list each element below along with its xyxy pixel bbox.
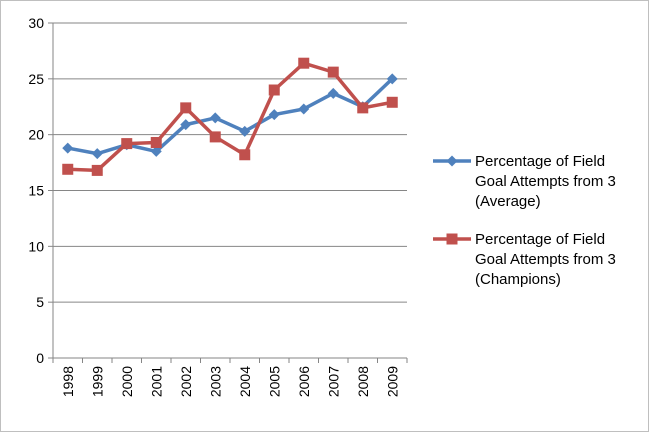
legend-label-line: Percentage of Field (475, 231, 605, 248)
x-tick-label: 2004 (237, 366, 253, 397)
x-tick-label: 2003 (207, 366, 223, 397)
axes (48, 22, 408, 363)
series-lines (62, 57, 398, 176)
x-tick-label: 1999 (89, 366, 105, 397)
data-point (268, 84, 280, 96)
x-tick-label: 2002 (178, 366, 194, 397)
y-axis-tick-labels: 0 5 10 15 20 25 30 (28, 15, 44, 366)
data-point (357, 102, 369, 114)
legend-entry-1: Percentage of Field Goal Attempts from 3 (… (433, 153, 616, 210)
data-point (386, 73, 398, 85)
x-tick-label: 2005 (266, 366, 282, 397)
y-tick-label: 10 (28, 238, 44, 254)
data-point (268, 109, 280, 121)
legend-entry-2: Percentage of Field Goal Attempts from 3 (… (433, 231, 616, 288)
legend-label-line: Goal Attempts from 3 (475, 173, 616, 190)
data-point (62, 142, 74, 154)
x-tick-label: 2006 (296, 366, 312, 397)
legend-swatch-marker (446, 155, 458, 167)
data-point (386, 96, 398, 108)
data-point (150, 145, 162, 157)
y-tick-label: 0 (36, 350, 44, 366)
data-point (298, 57, 310, 69)
x-tick-label: 2000 (119, 366, 135, 397)
x-tick-label: 2001 (148, 366, 164, 397)
legend-label-line: Percentage of Field (475, 153, 605, 170)
y-tick-label: 20 (28, 127, 44, 143)
data-point (209, 112, 221, 124)
x-axis-tick-labels: 1998 1999 2000 2001 2002 2003 2004 2005 2006 2007… (60, 366, 401, 397)
data-point (180, 119, 192, 131)
data-point (91, 148, 103, 160)
legend-swatch-marker (446, 233, 458, 245)
legend-label-line: (Champions) (475, 271, 561, 288)
series-2 (62, 57, 398, 176)
x-tick-label: 2009 (384, 366, 400, 397)
series-line (66, 77, 394, 156)
legend-label-line: Goal Attempts from 3 (475, 251, 616, 268)
data-point (239, 149, 251, 161)
data-point (150, 136, 162, 148)
x-tick-label: 1998 (60, 366, 76, 397)
data-point (121, 138, 133, 150)
data-point (327, 87, 339, 99)
y-tick-label: 15 (28, 183, 44, 199)
legend: Percentage of Field Goal Attempts from 3 (… (433, 153, 616, 288)
data-point (209, 131, 221, 143)
legend-label-line: (Average) (475, 193, 541, 210)
data-point (91, 164, 103, 176)
y-tick-label: 5 (36, 294, 44, 310)
y-tick-label: 25 (28, 71, 44, 87)
gridlines (53, 22, 407, 303)
x-tick-label: 2008 (355, 366, 371, 397)
data-point (239, 125, 251, 137)
x-tick-label: 2007 (325, 366, 341, 397)
data-point (62, 163, 74, 175)
data-point (327, 66, 339, 78)
y-tick-label: 30 (28, 15, 44, 31)
data-point (180, 102, 192, 114)
data-point (298, 103, 310, 115)
